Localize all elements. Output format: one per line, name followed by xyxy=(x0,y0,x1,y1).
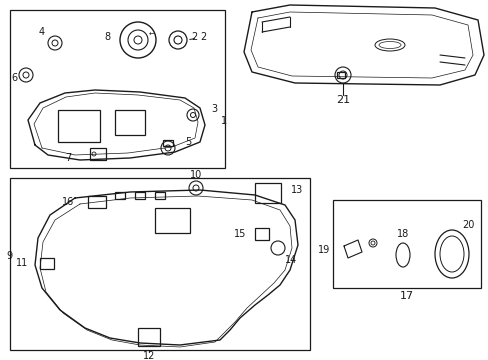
Bar xyxy=(254,228,268,240)
Ellipse shape xyxy=(395,243,409,267)
Polygon shape xyxy=(28,90,204,160)
Bar xyxy=(138,328,160,346)
Text: 8: 8 xyxy=(104,32,110,42)
Bar xyxy=(88,196,106,208)
Bar xyxy=(58,110,100,142)
Text: 16: 16 xyxy=(62,197,74,207)
Bar xyxy=(40,258,54,269)
Text: 15: 15 xyxy=(233,229,245,239)
Bar xyxy=(155,192,164,199)
Text: 11: 11 xyxy=(16,258,28,268)
Bar xyxy=(155,208,190,233)
Text: 1: 1 xyxy=(221,116,226,126)
Bar xyxy=(135,192,145,199)
Polygon shape xyxy=(343,240,361,258)
Text: 2: 2 xyxy=(189,32,206,42)
Polygon shape xyxy=(35,190,297,345)
Bar xyxy=(115,192,125,199)
Bar xyxy=(254,183,281,203)
Bar xyxy=(115,110,145,135)
Text: 3: 3 xyxy=(210,104,217,114)
Text: 12: 12 xyxy=(142,351,155,360)
Text: 17: 17 xyxy=(399,291,413,301)
Text: 2: 2 xyxy=(191,32,198,42)
Text: 20: 20 xyxy=(461,220,473,230)
Polygon shape xyxy=(244,5,483,85)
Ellipse shape xyxy=(434,230,468,278)
Bar xyxy=(10,10,224,168)
Ellipse shape xyxy=(378,41,400,49)
Bar xyxy=(90,148,106,160)
Ellipse shape xyxy=(374,39,404,51)
Ellipse shape xyxy=(439,236,463,272)
Text: 10: 10 xyxy=(189,170,202,180)
Text: 21: 21 xyxy=(335,95,349,105)
Text: 4: 4 xyxy=(39,27,45,37)
Text: ←: ← xyxy=(149,32,155,38)
Bar xyxy=(163,140,173,146)
Text: 19: 19 xyxy=(317,245,329,255)
Bar xyxy=(10,178,309,350)
Text: 14: 14 xyxy=(285,255,297,265)
Text: 5: 5 xyxy=(184,137,191,147)
Text: 7: 7 xyxy=(65,153,71,163)
Bar xyxy=(336,72,345,78)
Bar xyxy=(332,200,480,288)
Text: 9: 9 xyxy=(6,251,12,261)
Text: 18: 18 xyxy=(396,229,408,239)
Text: 13: 13 xyxy=(290,185,303,195)
Text: 6: 6 xyxy=(11,73,17,83)
